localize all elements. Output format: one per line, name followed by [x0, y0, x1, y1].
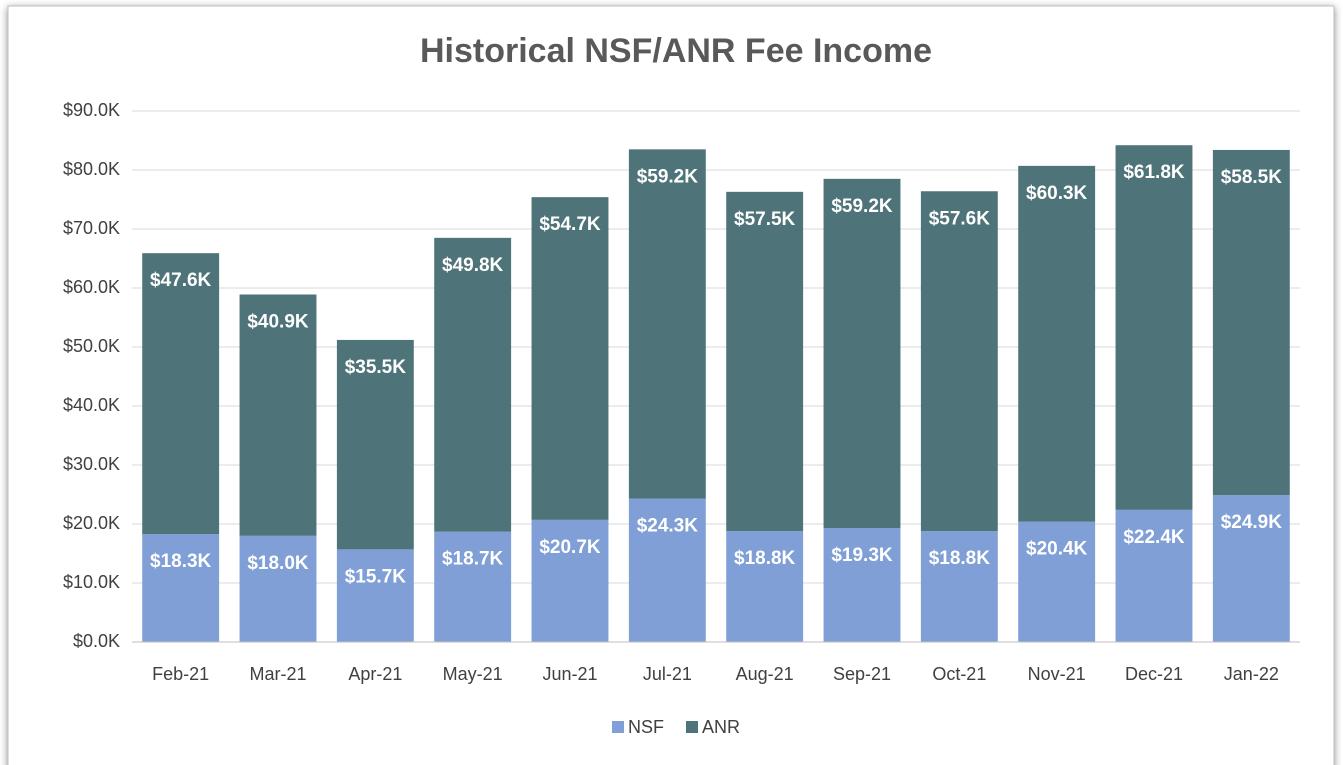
data-label: $49.8K [442, 255, 504, 276]
data-label: $15.7K [345, 566, 407, 587]
y-tick-label: $60.0K [63, 277, 120, 297]
data-label: $47.6K [150, 270, 212, 291]
legend-label: NSF [628, 717, 664, 737]
y-tick-label: $30.0K [63, 454, 120, 474]
bar-segment [336, 549, 414, 642]
data-label: $24.9K [1221, 512, 1283, 533]
data-label: $22.4K [1123, 527, 1185, 548]
bar-segment [142, 253, 220, 535]
bar-segment [1018, 165, 1096, 522]
data-label: $35.5K [345, 357, 407, 378]
bar-segment [726, 191, 804, 532]
bar-segment [336, 339, 414, 550]
x-tick-label: Dec-21 [1125, 664, 1183, 684]
x-tick-label: May-21 [443, 664, 503, 684]
data-label: $40.9K [247, 312, 309, 333]
x-tick-label: Oct-21 [932, 664, 986, 684]
y-tick-label: $40.0K [63, 395, 120, 415]
legend-swatch [612, 721, 624, 733]
bar-segment [531, 197, 609, 520]
bar-segment [142, 534, 220, 642]
data-label: $57.6K [929, 208, 991, 229]
legend-swatch [686, 721, 698, 733]
data-label: $61.8K [1123, 162, 1185, 183]
x-tick-label: Apr-21 [348, 664, 402, 684]
bar-segment [920, 191, 998, 532]
data-label: $18.0K [247, 553, 309, 574]
bar-segment [726, 531, 804, 642]
data-label: $24.3K [637, 516, 699, 537]
data-label: $18.7K [442, 549, 504, 570]
x-tick-label: Nov-21 [1028, 664, 1086, 684]
chart-title: Historical NSF/ANR Fee Income [420, 32, 932, 70]
data-label: $57.5K [734, 209, 796, 230]
bar-segment [628, 498, 706, 642]
bar-segment [1115, 145, 1193, 510]
bar-segment [239, 294, 317, 536]
data-label: $54.7K [539, 214, 601, 235]
y-tick-label: $70.0K [63, 218, 120, 238]
bar-segment [823, 178, 901, 529]
y-tick-label: $50.0K [63, 336, 120, 356]
bar-segment [531, 519, 609, 642]
data-label: $19.3K [831, 545, 893, 566]
data-label: $58.5K [1221, 167, 1283, 188]
bar-segment [628, 149, 706, 499]
y-tick-label: $80.0K [63, 159, 120, 179]
y-tick-label: $90.0K [63, 100, 120, 120]
y-tick-label: $0.0K [73, 631, 120, 651]
bar-segment [1212, 149, 1290, 496]
data-label: $20.4K [1026, 539, 1088, 560]
data-label: $60.3K [1026, 183, 1088, 204]
bar-segment [1115, 509, 1193, 642]
data-label: $18.3K [150, 551, 212, 572]
y-tick-label: $20.0K [63, 513, 120, 533]
data-label: $20.7K [539, 537, 601, 558]
x-tick-label: Jan-22 [1224, 664, 1279, 684]
bar-segment [1212, 495, 1290, 642]
data-label: $18.8K [734, 548, 796, 569]
bar-segment [920, 531, 998, 642]
x-tick-label: Feb-21 [152, 664, 209, 684]
data-label: $59.2K [637, 166, 699, 187]
bar-segment [434, 531, 512, 642]
y-tick-label: $10.0K [63, 572, 120, 592]
bar-segment [823, 528, 901, 642]
bar-segment [239, 535, 317, 642]
bar-segment [1018, 521, 1096, 642]
x-tick-label: Sep-21 [833, 664, 891, 684]
x-tick-label: Aug-21 [736, 664, 794, 684]
x-tick-label: Mar-21 [249, 664, 306, 684]
data-label: $18.8K [929, 548, 991, 569]
bar-segment [434, 237, 512, 532]
data-label: $59.2K [831, 196, 893, 217]
x-tick-label: Jun-21 [542, 664, 597, 684]
legend-label: ANR [702, 717, 740, 737]
x-tick-label: Jul-21 [643, 664, 692, 684]
